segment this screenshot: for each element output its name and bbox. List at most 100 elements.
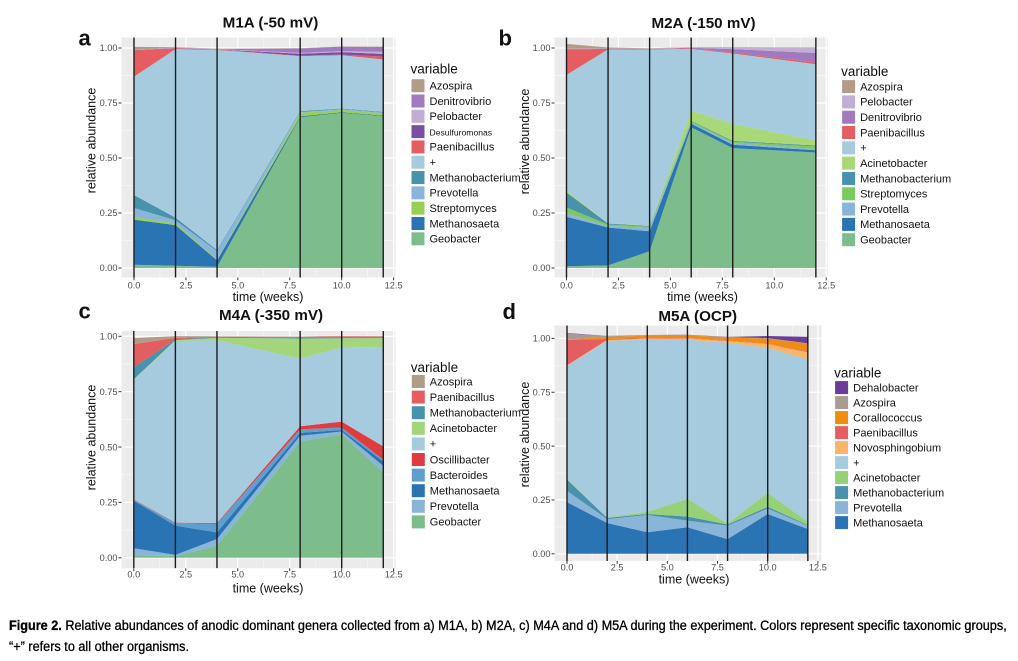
svg-text:0.25: 0.25: [100, 208, 118, 218]
svg-text:Desulfuromonas: Desulfuromonas: [430, 127, 493, 137]
svg-text:12.5: 12.5: [385, 569, 403, 579]
svg-text:Denitrovibrio: Denitrovibrio: [430, 96, 492, 108]
svg-text:Azospira: Azospira: [430, 376, 474, 388]
svg-text:0.0: 0.0: [560, 281, 573, 291]
svg-text:time (weeks): time (weeks): [233, 582, 304, 596]
svg-text:2.5: 2.5: [611, 563, 624, 573]
svg-text:Paenibacillus: Paenibacillus: [430, 142, 495, 154]
svg-text:Acinetobacter: Acinetobacter: [860, 158, 928, 170]
svg-text:2.5: 2.5: [180, 281, 193, 291]
svg-text:Azospira: Azospira: [853, 397, 897, 409]
svg-text:Methanobacterium: Methanobacterium: [853, 487, 944, 499]
svg-text:0.0: 0.0: [128, 281, 141, 291]
svg-text:0.75: 0.75: [100, 387, 118, 397]
svg-text:Geobacter: Geobacter: [430, 234, 482, 246]
svg-text:1.00: 1.00: [533, 334, 551, 344]
svg-text:M4A (-350 mV): M4A (-350 mV): [219, 307, 323, 324]
svg-text:Denitrovibrio: Denitrovibrio: [860, 112, 922, 124]
svg-text:0.75: 0.75: [100, 98, 118, 108]
svg-text:2.5: 2.5: [612, 281, 625, 291]
svg-text:0.50: 0.50: [533, 441, 551, 451]
svg-text:0.75: 0.75: [533, 387, 551, 397]
svg-text:Methanosaeta: Methanosaeta: [430, 218, 501, 230]
svg-text:12.5: 12.5: [809, 563, 827, 573]
svg-text:0.0: 0.0: [127, 569, 140, 579]
svg-text:Paenibacillus: Paenibacillus: [853, 427, 918, 439]
svg-text:1.00: 1.00: [533, 43, 551, 53]
svg-text:5.0: 5.0: [661, 563, 674, 573]
svg-text:Streptomyces: Streptomyces: [430, 203, 498, 215]
svg-text:5.0: 5.0: [231, 569, 244, 579]
svg-text:0.00: 0.00: [533, 263, 551, 273]
svg-text:M1A (-50 mV): M1A (-50 mV): [223, 15, 319, 32]
svg-text:Dehalobacter: Dehalobacter: [853, 382, 919, 394]
svg-text:relative abundance: relative abundance: [85, 385, 99, 491]
svg-text:0.50: 0.50: [100, 153, 118, 163]
svg-text:0.25: 0.25: [533, 208, 551, 218]
svg-text:0.00: 0.00: [100, 553, 118, 563]
svg-text:1.00: 1.00: [100, 43, 118, 53]
svg-text:Prevotella: Prevotella: [430, 501, 480, 513]
svg-text:Pelobacter: Pelobacter: [860, 97, 913, 109]
svg-text:Acinetobacter: Acinetobacter: [430, 423, 498, 435]
svg-text:0.0: 0.0: [561, 563, 574, 573]
svg-text:d: d: [503, 299, 516, 324]
svg-text:Streptomyces: Streptomyces: [860, 189, 928, 201]
svg-text:10.0: 10.0: [333, 569, 351, 579]
svg-text:Methanobacterium: Methanobacterium: [430, 408, 521, 420]
svg-text:12.5: 12.5: [385, 281, 403, 291]
svg-text:variable: variable: [841, 64, 888, 79]
svg-text:a: a: [79, 26, 92, 51]
svg-text:Azospira: Azospira: [860, 81, 904, 93]
svg-text:0.75: 0.75: [533, 98, 551, 108]
svg-text:7.5: 7.5: [711, 563, 724, 573]
svg-text:Geobacter: Geobacter: [430, 517, 482, 529]
svg-text:Methanosaeta: Methanosaeta: [860, 219, 931, 231]
svg-text:relative abundance: relative abundance: [518, 382, 532, 488]
svg-text:time (weeks): time (weeks): [667, 290, 738, 304]
svg-text:0.25: 0.25: [100, 498, 118, 508]
svg-text:0.25: 0.25: [533, 495, 551, 505]
svg-text:Methanosaeta: Methanosaeta: [430, 486, 501, 498]
svg-text:+: +: [853, 457, 859, 469]
svg-text:0.50: 0.50: [100, 442, 118, 452]
svg-text:5.0: 5.0: [664, 281, 677, 291]
svg-text:0.00: 0.00: [100, 263, 118, 273]
svg-text:1.00: 1.00: [100, 332, 118, 342]
svg-text:Oscillibacter: Oscillibacter: [430, 454, 490, 466]
svg-text:2.5: 2.5: [179, 569, 192, 579]
svg-text:variable: variable: [411, 62, 458, 77]
svg-text:Prevotella: Prevotella: [853, 502, 903, 514]
svg-text:variable: variable: [411, 360, 458, 375]
svg-text:time (weeks): time (weeks): [659, 573, 730, 587]
svg-text:Methanosaeta: Methanosaeta: [853, 517, 924, 529]
svg-text:time (weeks): time (weeks): [233, 290, 304, 304]
svg-text:Azospira: Azospira: [430, 81, 474, 93]
svg-text:12.5: 12.5: [817, 281, 835, 291]
svg-text:Corallococcus: Corallococcus: [853, 412, 923, 424]
svg-text:+: +: [860, 143, 866, 155]
svg-text:c: c: [79, 298, 91, 323]
svg-text:5.0: 5.0: [231, 281, 244, 291]
svg-text:b: b: [499, 25, 512, 50]
svg-text:variable: variable: [834, 366, 881, 381]
svg-text:Novosphingobium: Novosphingobium: [853, 442, 941, 454]
svg-text:Acinetobacter: Acinetobacter: [853, 472, 921, 484]
svg-text:7.5: 7.5: [283, 569, 296, 579]
svg-text:0.00: 0.00: [533, 549, 551, 559]
svg-text:Prevotella: Prevotella: [430, 188, 480, 200]
svg-text:Prevotella: Prevotella: [860, 204, 910, 216]
svg-text:relative abundance: relative abundance: [85, 88, 99, 194]
svg-text:+: +: [430, 439, 436, 451]
svg-text:10.0: 10.0: [333, 281, 351, 291]
svg-text:Pelobacter: Pelobacter: [430, 111, 483, 123]
svg-text:7.5: 7.5: [283, 281, 296, 291]
svg-text:10.0: 10.0: [765, 281, 783, 291]
svg-text:Paenibacillus: Paenibacillus: [860, 127, 925, 139]
svg-text:M2A (-150 mV): M2A (-150 mV): [651, 15, 755, 32]
svg-text:Paenibacillus: Paenibacillus: [430, 392, 495, 404]
svg-text:Methanobacterium: Methanobacterium: [860, 173, 951, 185]
svg-text:10.0: 10.0: [759, 563, 777, 573]
svg-text:+: +: [430, 157, 436, 169]
svg-text:relative abundance: relative abundance: [518, 89, 532, 195]
